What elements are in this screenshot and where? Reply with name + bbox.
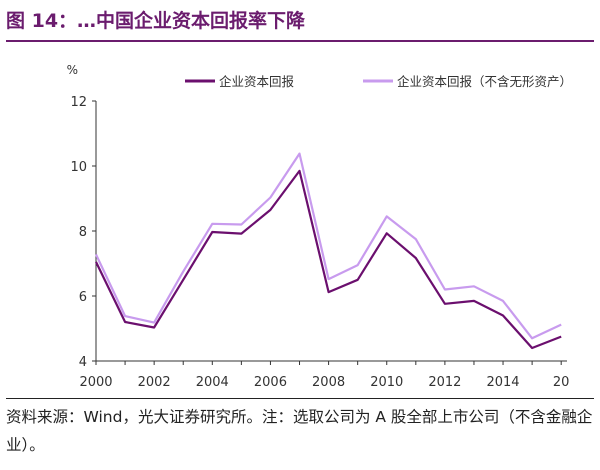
x-tick-label: 2008 xyxy=(312,375,345,390)
y-axis-unit-label: % xyxy=(67,63,78,77)
x-tick-label: 20 xyxy=(553,375,570,390)
x-tick-label: 2002 xyxy=(138,375,171,390)
y-tick-label: 8 xyxy=(79,225,87,240)
x-tick-label: 2014 xyxy=(486,375,519,390)
series-line-1 xyxy=(95,169,562,350)
x-tick-label: 2010 xyxy=(370,375,403,390)
line-chart: % 4 6 8 10 12 2000 2002 2004 2006 2008 2010 2012 2014… xyxy=(67,63,572,390)
series-line-2 xyxy=(95,152,562,340)
chart-area: % 4 6 8 10 12 2000 2002 2004 2006 2008 2010 2012 2014… xyxy=(0,48,600,398)
x-tick-label: 2000 xyxy=(79,375,112,390)
y-tick-label: 10 xyxy=(70,160,87,175)
source-note: 资料来源：Wind，光大证券研究所。注：选取公司为 A 股全部上市公司（不含金融… xyxy=(6,408,593,454)
source-divider xyxy=(6,398,594,399)
x-tick-label: 2006 xyxy=(254,375,287,390)
figure-title: 图 14：…中国企业资本回报率下降 xyxy=(6,10,306,32)
legend-label-2: 企业资本回报（不含无形资产） xyxy=(397,74,572,89)
legend-label-1: 企业资本回报 xyxy=(219,74,295,89)
title-divider xyxy=(6,40,594,42)
x-tick-label: 2012 xyxy=(428,375,461,390)
y-tick-label: 6 xyxy=(79,290,87,305)
x-tick-label: 2004 xyxy=(196,375,229,390)
y-tick-label: 12 xyxy=(70,95,87,110)
y-tick-label: 4 xyxy=(79,355,87,370)
